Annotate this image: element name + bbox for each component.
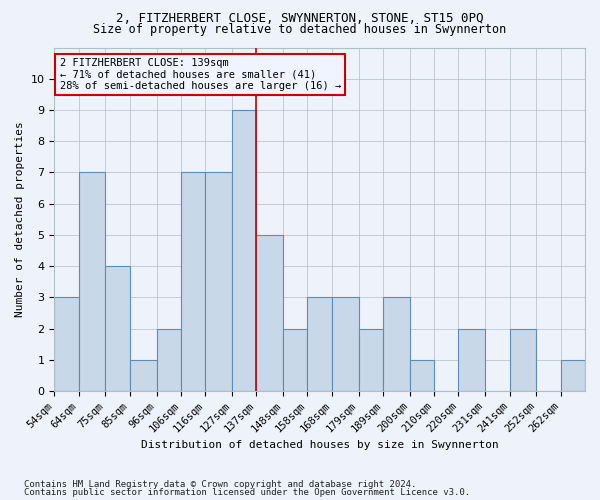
Bar [509, 328, 536, 391]
Bar [332, 298, 359, 391]
Bar [383, 298, 410, 391]
Text: 2, FITZHERBERT CLOSE, SWYNNERTON, STONE, ST15 0PQ: 2, FITZHERBERT CLOSE, SWYNNERTON, STONE,… [116, 12, 484, 26]
Bar [157, 328, 181, 391]
Bar [359, 328, 383, 391]
Bar [205, 172, 232, 391]
Text: 2 FITZHERBERT CLOSE: 139sqm
← 71% of detached houses are smaller (41)
28% of sem: 2 FITZHERBERT CLOSE: 139sqm ← 71% of det… [59, 58, 341, 91]
Bar [307, 298, 332, 391]
Bar [458, 328, 485, 391]
Bar [410, 360, 434, 391]
Bar [54, 298, 79, 391]
Text: Contains HM Land Registry data © Crown copyright and database right 2024.: Contains HM Land Registry data © Crown c… [24, 480, 416, 489]
Text: Contains public sector information licensed under the Open Government Licence v3: Contains public sector information licen… [24, 488, 470, 497]
Bar [256, 235, 283, 391]
Bar [560, 360, 585, 391]
Bar [106, 266, 130, 391]
Bar [130, 360, 157, 391]
Bar [232, 110, 256, 391]
Bar [79, 172, 106, 391]
Text: Size of property relative to detached houses in Swynnerton: Size of property relative to detached ho… [94, 22, 506, 36]
X-axis label: Distribution of detached houses by size in Swynnerton: Distribution of detached houses by size … [141, 440, 499, 450]
Y-axis label: Number of detached properties: Number of detached properties [15, 122, 25, 317]
Bar [283, 328, 307, 391]
Bar [181, 172, 205, 391]
